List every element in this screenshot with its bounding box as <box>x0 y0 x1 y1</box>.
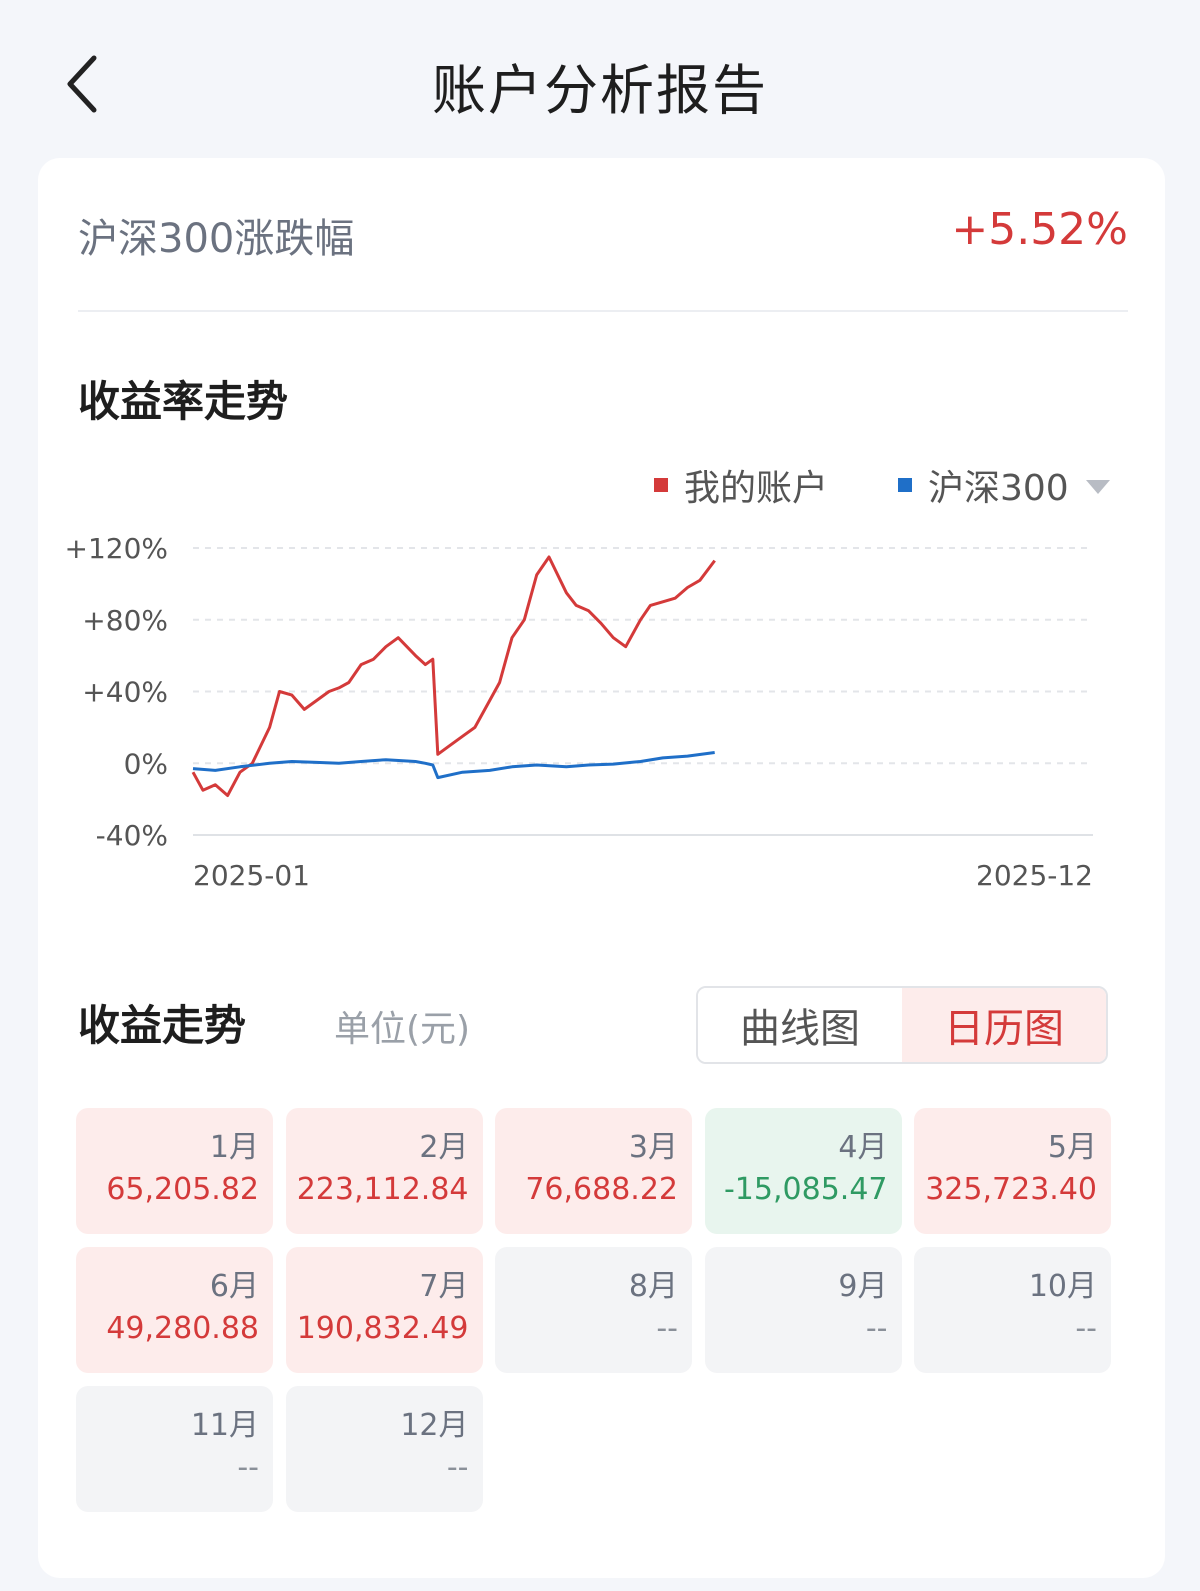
index-change-label: 沪深300涨跌幅 <box>78 216 355 262</box>
month-profit-value: 223,112.84 <box>296 1172 469 1207</box>
month-profit-value: 65,205.82 <box>106 1172 259 1207</box>
month-label: 11月 <box>190 1408 259 1443</box>
return-trend-title: 收益率走势 <box>78 377 289 426</box>
month-label: 12月 <box>400 1408 469 1443</box>
divider <box>78 310 1128 312</box>
month-cell[interactable]: 4月 -15,085.47 <box>704 1108 902 1234</box>
dropdown-caret-icon[interactable] <box>1086 480 1110 494</box>
legend-swatch-blue <box>898 478 912 492</box>
month-profit-value: 190,832.49 <box>296 1311 469 1346</box>
month-cell[interactable]: 12月 -- <box>285 1386 483 1512</box>
index-change-value: +5.52% <box>951 204 1128 255</box>
y-tick-label: +120% <box>64 532 168 565</box>
series-line-hs300 <box>192 751 715 780</box>
month-profit-value: 76,688.22 <box>525 1172 678 1207</box>
legend-item-my-account[interactable]: 我的账户 <box>654 460 828 510</box>
y-tick-label: -40% <box>96 819 168 852</box>
series-line-my-account <box>191 555 716 797</box>
month-profit-value: 49,280.88 <box>106 1311 259 1346</box>
y-tick-label: 0% <box>124 747 168 780</box>
month-profit-value: -15,085.47 <box>723 1172 888 1207</box>
month-profit-value: -- <box>446 1450 469 1485</box>
month-label: 1月 <box>209 1130 259 1165</box>
x-tick-label: 2025-12 <box>976 859 1093 892</box>
month-profit-value: 325,723.40 <box>925 1172 1097 1207</box>
month-label: 4月 <box>838 1130 888 1165</box>
month-cell[interactable]: 1月 65,205.82 <box>76 1108 273 1234</box>
month-label: 7月 <box>419 1269 469 1304</box>
unit-label: 单位(元) <box>334 1009 471 1050</box>
curve-view-button[interactable]: 曲线图 <box>698 988 902 1062</box>
month-cell[interactable]: 5月 325,723.40 <box>914 1108 1111 1234</box>
index-change-row: 沪深300涨跌幅 +5.52% <box>78 200 1128 266</box>
legend-label: 我的账户 <box>684 468 829 509</box>
month-label: 6月 <box>209 1269 259 1304</box>
profit-trend-header: 收益走势 单位(元) 曲线图 日历图 <box>78 986 1128 1066</box>
month-cell[interactable]: 7月 190,832.49 <box>285 1247 483 1373</box>
chart-view-toggle[interactable]: 曲线图 日历图 <box>696 986 1108 1064</box>
legend-label: 沪深300 <box>928 468 1069 509</box>
month-label: 3月 <box>628 1130 678 1165</box>
x-tick-label: 2025-01 <box>193 859 310 892</box>
month-profit-value: -- <box>237 1450 259 1485</box>
month-profit-value: -- <box>865 1311 888 1346</box>
month-label: 8月 <box>628 1269 678 1304</box>
legend-item-hs300[interactable]: 沪深300 <box>898 460 1069 510</box>
month-label: 9月 <box>838 1269 888 1304</box>
month-cell[interactable]: 10月 -- <box>914 1247 1111 1373</box>
calendar-view-button[interactable]: 日历图 <box>902 988 1106 1062</box>
month-cell[interactable]: 11月 -- <box>76 1386 273 1512</box>
y-tick-label: +80% <box>82 604 168 637</box>
month-label: 10月 <box>1028 1269 1097 1304</box>
profit-trend-title: 收益走势 <box>78 1001 247 1050</box>
chevron-left-icon[interactable] <box>60 52 110 116</box>
y-tick-label: +40% <box>82 676 168 709</box>
month-profit-value: -- <box>656 1311 678 1346</box>
month-label: 5月 <box>1047 1130 1097 1165</box>
month-cell[interactable]: 9月 -- <box>704 1247 902 1373</box>
month-cell[interactable]: 6月 49,280.88 <box>76 1247 273 1373</box>
report-card: 沪深300涨跌幅 +5.52% 收益率走势 我的账户 沪深300 +120% +8… <box>38 158 1165 1578</box>
return-rate-chart: +120% +80% +40% 0% -40% 2025-01 2025-12 <box>64 532 1093 892</box>
month-cell[interactable]: 3月 76,688.22 <box>495 1108 692 1234</box>
top-bar: 账户分析报告 <box>0 0 1200 160</box>
chart-legend[interactable]: 我的账户 沪深300 <box>654 460 1158 510</box>
month-cell[interactable]: 8月 -- <box>495 1247 692 1373</box>
legend-swatch-red <box>654 478 668 492</box>
month-label: 2月 <box>419 1130 469 1165</box>
page-title: 账户分析报告 <box>432 59 768 122</box>
month-cell[interactable]: 2月 223,112.84 <box>285 1108 483 1234</box>
month-profit-value: -- <box>1075 1311 1097 1346</box>
